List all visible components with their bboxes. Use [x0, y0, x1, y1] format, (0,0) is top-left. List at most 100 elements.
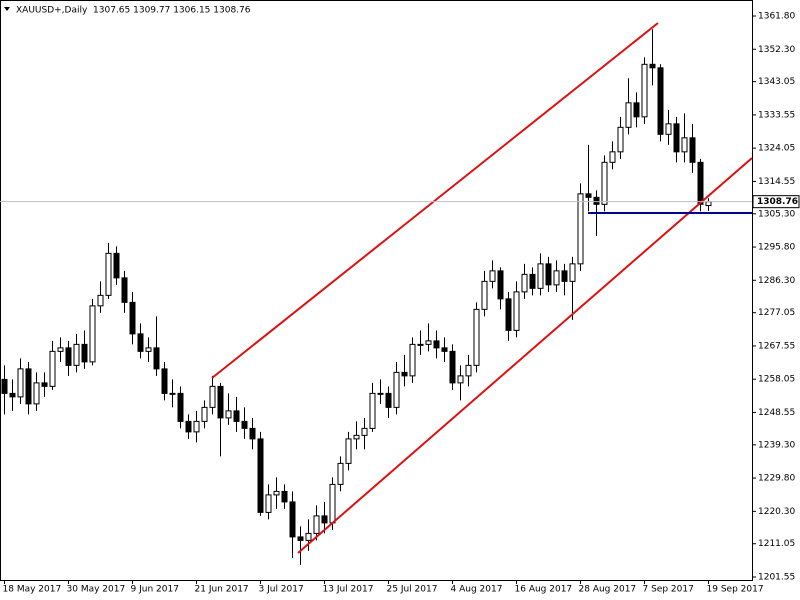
y-tick-label: 1305.30 [758, 209, 795, 219]
candle-body [1, 378, 8, 394]
candle-body [289, 501, 296, 538]
candle-body [17, 368, 24, 398]
candle-body [473, 308, 480, 366]
x-tick-label: 13 Jul 2017 [323, 585, 374, 595]
chart-title: XAUUSD+,Daily 1307.65 1309.77 1306.15 13… [16, 6, 251, 16]
candle-body [113, 252, 120, 279]
y-tick-label: 1343.05 [758, 77, 795, 87]
candle-body [673, 123, 680, 153]
candle-body [401, 371, 408, 377]
candle-body [233, 410, 240, 422]
candle-body [689, 137, 696, 163]
x-tick-label: 4 Aug 2017 [451, 585, 503, 595]
candle-body [649, 63, 656, 69]
candle-body [569, 263, 576, 282]
candle-body [593, 196, 600, 205]
x-tick-label: 16 Aug 2017 [515, 585, 573, 595]
candle-body [105, 252, 112, 296]
y-tick-label: 1333.55 [758, 110, 795, 120]
candle-body [537, 263, 544, 289]
candle-body [33, 382, 40, 405]
y-tick-label: 1211.05 [758, 539, 795, 549]
plot-frame [0, 0, 753, 581]
candle-body [313, 515, 320, 534]
candle-body [481, 280, 488, 310]
candle-body [505, 298, 512, 331]
candle-body [177, 392, 184, 422]
y-tick-label: 1248.55 [758, 408, 795, 418]
candle-body [497, 270, 504, 300]
y-tick-label: 1352.30 [758, 45, 795, 55]
candle-body [457, 375, 464, 384]
candle-body [41, 382, 48, 387]
trend-line-upper[interactable] [211, 22, 659, 379]
candle-body [273, 490, 280, 496]
y-tick-label: 1314.55 [758, 177, 795, 187]
candle-body [521, 273, 528, 293]
candle-body [425, 340, 432, 345]
candle-body [625, 102, 632, 128]
candle-body [129, 301, 136, 335]
candle-body [161, 368, 168, 394]
candle-body [81, 343, 88, 363]
candle-body [169, 392, 176, 395]
x-tick-label: 28 Aug 2017 [579, 585, 637, 595]
y-tick-label: 1277.05 [758, 308, 795, 318]
candle-body [281, 490, 288, 503]
candle-body [241, 420, 248, 429]
candle-body [369, 392, 376, 429]
candle-body [97, 294, 104, 307]
candle-body [545, 263, 552, 286]
menu-arrow[interactable] [4, 7, 10, 11]
y-tick-label: 1258.05 [758, 375, 795, 385]
candle-body [657, 67, 664, 135]
candle-body [65, 347, 72, 366]
x-tick-label: 25 Jul 2017 [387, 585, 438, 595]
candle-body [201, 406, 208, 422]
candle-body [633, 102, 640, 118]
candle-body [561, 270, 568, 282]
candle-body [641, 63, 648, 118]
x-tick-label: 3 Jul 2017 [259, 585, 304, 595]
candle-body [249, 427, 256, 440]
y-tick-label: 1239.30 [758, 440, 795, 450]
candle-body [265, 494, 272, 513]
candle-body [353, 434, 360, 440]
trend-line-lower[interactable] [297, 157, 753, 554]
candle-body [393, 371, 400, 408]
y-tick-label: 1361.80 [758, 11, 795, 21]
candle-body [217, 385, 224, 419]
candle-body [705, 201, 712, 207]
candle-body [57, 347, 64, 352]
candle-body [321, 515, 328, 524]
candle-body [305, 532, 312, 541]
candle-body [433, 340, 440, 349]
current-price-label: 1308.76 [757, 197, 798, 207]
candle-body [361, 427, 368, 436]
candle-body [49, 350, 56, 387]
candle-body [345, 438, 352, 464]
candle-body [585, 193, 592, 198]
candle-body [601, 161, 608, 205]
candle-body [121, 277, 128, 303]
candle-body [489, 270, 496, 282]
x-tick-label: 9 Jun 2017 [131, 585, 179, 595]
candle-body [529, 273, 536, 289]
y-tick-label: 1324.05 [758, 144, 795, 154]
x-tick-label: 18 May 2017 [3, 585, 62, 595]
candle-body [9, 392, 16, 398]
y-tick-label: 1267.55 [758, 341, 795, 351]
candle-body [609, 151, 616, 163]
x-tick-label: 19 Sep 2017 [707, 585, 764, 595]
candle-body [185, 420, 192, 433]
candle-body [617, 126, 624, 153]
candle-body [257, 438, 264, 513]
candle-body [209, 385, 216, 408]
candle-body [441, 347, 448, 352]
candle-body [297, 536, 304, 541]
y-tick-label: 1220.30 [758, 507, 795, 517]
x-tick-label: 30 May 2017 [67, 585, 126, 595]
candle-body [89, 305, 96, 363]
x-tick-label: 7 Sep 2017 [643, 585, 694, 595]
